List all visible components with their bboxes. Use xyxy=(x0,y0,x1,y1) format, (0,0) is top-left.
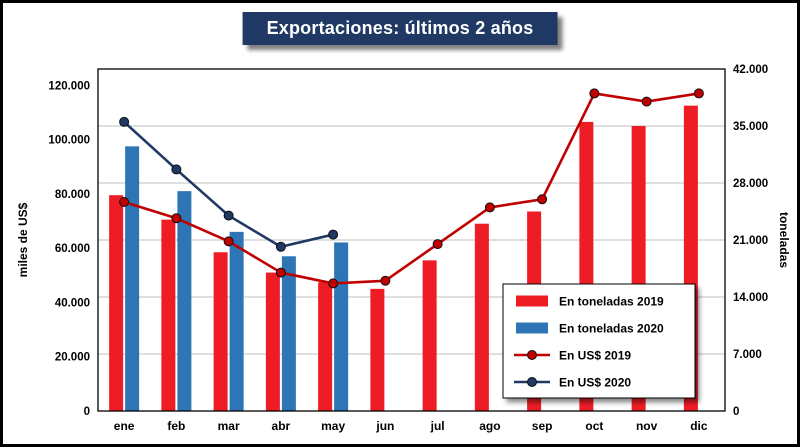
line-marker xyxy=(275,267,286,278)
left-axis-tick: 60.000 xyxy=(55,243,90,255)
bar-2019 xyxy=(474,223,489,411)
plot-border xyxy=(97,68,726,412)
left-axis-tick: 40.000 xyxy=(55,297,90,309)
line-marker xyxy=(171,164,182,175)
x-axis-tick: may xyxy=(321,419,345,433)
line-marker xyxy=(380,275,391,286)
bar-2019 xyxy=(318,282,333,411)
bar-2020 xyxy=(281,256,296,411)
bar-2020 xyxy=(229,231,244,411)
bar-2019 xyxy=(213,252,228,411)
x-axis-tick: nov xyxy=(636,419,658,433)
bar-2019 xyxy=(161,219,176,411)
line-marker xyxy=(432,239,443,250)
line-marker xyxy=(693,88,704,99)
x-axis-tick: feb xyxy=(167,419,185,433)
x-axis-tick: jul xyxy=(430,419,445,433)
left-axis-tick: 0 xyxy=(84,406,90,418)
line-marker xyxy=(275,241,286,252)
line-marker xyxy=(328,278,339,289)
legend-label: En toneladas 2019 xyxy=(559,295,664,309)
line-marker xyxy=(328,229,339,240)
line-marker xyxy=(537,194,548,205)
right-axis-tick: 28.000 xyxy=(733,178,768,190)
bar-2019 xyxy=(109,195,124,411)
bar-2019 xyxy=(265,272,280,411)
x-axis-tick: abr xyxy=(272,419,291,433)
x-axis-tick: jun xyxy=(375,419,394,433)
line-marker xyxy=(223,210,234,221)
legend-label: En toneladas 2020 xyxy=(559,322,664,336)
x-axis-tick: ene xyxy=(114,419,135,433)
x-axis-tick: ago xyxy=(479,419,500,433)
legend-label: En US$ 2019 xyxy=(559,349,631,363)
right-axis-tick: 21.000 xyxy=(733,235,768,247)
right-axis-tick: 14.000 xyxy=(733,292,768,304)
legend-bar-swatch xyxy=(516,322,548,334)
right-axis-tick: 0 xyxy=(733,406,739,418)
legend-marker xyxy=(527,377,537,387)
left-axis-tick: 20.000 xyxy=(55,352,90,364)
bar-2020 xyxy=(177,191,192,411)
chart-title: Exportaciones: últimos 2 años xyxy=(242,12,558,45)
line-marker xyxy=(171,213,182,224)
right-axis-title: toneladas xyxy=(777,212,791,268)
line-marker xyxy=(484,202,495,213)
bar-2020 xyxy=(334,242,349,411)
line-marker xyxy=(589,88,600,99)
right-axis-tick: 7.000 xyxy=(733,349,762,361)
x-axis-tick: dic xyxy=(690,419,708,433)
bar-2019 xyxy=(422,260,437,411)
left-axis-tick: 100.000 xyxy=(48,135,90,147)
bar-2019 xyxy=(370,288,385,411)
right-axis-tick: 42.000 xyxy=(733,64,768,76)
right-axis-tick: 35.000 xyxy=(733,121,768,133)
left-axis-tick: 80.000 xyxy=(55,189,90,201)
line-marker xyxy=(119,197,130,207)
left-axis-tick: 120.000 xyxy=(48,80,90,92)
legend-bar-swatch xyxy=(516,295,548,307)
line-marker xyxy=(223,236,234,247)
x-axis-tick: oct xyxy=(585,419,603,433)
legend-marker xyxy=(527,350,537,360)
legend-label: En US$ 2020 xyxy=(559,376,631,390)
line-marker xyxy=(641,96,652,107)
x-axis-tick: sep xyxy=(532,419,553,433)
line-series xyxy=(123,92,700,285)
x-axis-tick: mar xyxy=(218,419,240,433)
bar-2020 xyxy=(125,146,140,411)
chart-canvas: 0 20.000 40.000 60.000 80.000 100.000 120.000 0… xyxy=(16,64,791,433)
left-axis-title: miles de US$ xyxy=(16,202,30,277)
line-marker xyxy=(119,116,130,127)
